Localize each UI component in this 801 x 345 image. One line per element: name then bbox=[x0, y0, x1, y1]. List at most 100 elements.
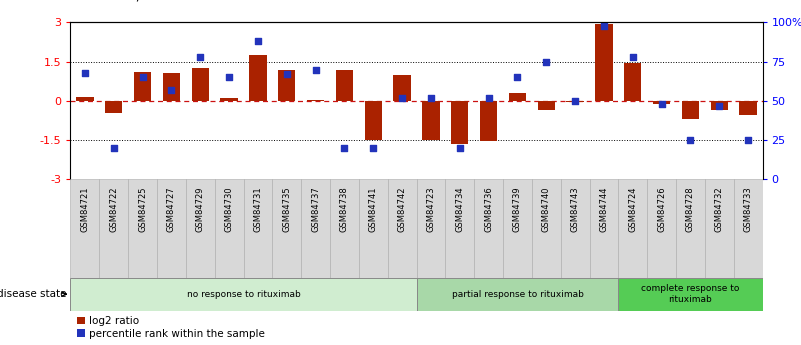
Bar bbox=[70, 179, 99, 278]
Point bbox=[78, 70, 91, 76]
Bar bbox=[417, 179, 445, 278]
Bar bbox=[244, 179, 272, 278]
Bar bbox=[595, 24, 613, 101]
Point bbox=[655, 101, 668, 107]
Point bbox=[367, 145, 380, 151]
Text: GSM84723: GSM84723 bbox=[426, 186, 436, 232]
Bar bbox=[537, 101, 555, 110]
Point bbox=[223, 75, 235, 80]
Text: GSM84738: GSM84738 bbox=[340, 186, 349, 232]
Bar bbox=[105, 101, 123, 113]
Bar bbox=[364, 101, 382, 140]
Text: GSM84739: GSM84739 bbox=[513, 186, 522, 232]
Point bbox=[626, 54, 639, 60]
Point bbox=[107, 145, 120, 151]
Point bbox=[396, 95, 409, 100]
Bar bbox=[278, 69, 296, 101]
Bar bbox=[566, 101, 584, 102]
Point bbox=[309, 67, 322, 72]
Text: GSM84722: GSM84722 bbox=[109, 186, 119, 232]
Bar bbox=[509, 93, 526, 101]
Text: GSM84734: GSM84734 bbox=[455, 186, 465, 232]
Bar bbox=[653, 101, 670, 104]
Bar bbox=[503, 179, 532, 278]
Bar bbox=[647, 179, 676, 278]
Text: no response to rituximab: no response to rituximab bbox=[187, 289, 300, 299]
Bar bbox=[422, 101, 440, 140]
Text: GSM84731: GSM84731 bbox=[253, 186, 263, 232]
Bar bbox=[99, 179, 128, 278]
Point bbox=[453, 145, 466, 151]
Bar bbox=[215, 179, 244, 278]
Bar bbox=[532, 179, 561, 278]
Point bbox=[684, 137, 697, 143]
Bar bbox=[220, 98, 238, 101]
Text: GSM84741: GSM84741 bbox=[368, 186, 378, 232]
Point bbox=[338, 145, 351, 151]
Bar bbox=[618, 278, 763, 310]
Bar bbox=[330, 179, 359, 278]
Point bbox=[252, 39, 264, 44]
Bar bbox=[739, 101, 757, 115]
Text: GSM84742: GSM84742 bbox=[397, 186, 407, 232]
Text: GSM84724: GSM84724 bbox=[628, 186, 638, 232]
Text: GSM84729: GSM84729 bbox=[195, 186, 205, 232]
Point bbox=[194, 54, 207, 60]
Bar bbox=[734, 179, 763, 278]
Bar bbox=[307, 100, 324, 101]
Bar bbox=[710, 101, 728, 110]
Point bbox=[598, 23, 610, 28]
Bar bbox=[624, 63, 642, 101]
Text: GSM84744: GSM84744 bbox=[599, 186, 609, 232]
Bar bbox=[417, 278, 618, 310]
Bar bbox=[445, 179, 474, 278]
Bar bbox=[676, 179, 705, 278]
Bar bbox=[359, 179, 388, 278]
Text: GSM84736: GSM84736 bbox=[484, 186, 493, 232]
Bar bbox=[590, 179, 618, 278]
Point bbox=[425, 95, 437, 100]
Bar bbox=[134, 72, 151, 101]
Point bbox=[482, 95, 495, 100]
Bar bbox=[618, 179, 647, 278]
Text: disease state: disease state bbox=[0, 289, 66, 299]
Text: GSM84733: GSM84733 bbox=[743, 186, 753, 232]
Bar bbox=[393, 75, 411, 101]
Bar bbox=[128, 179, 157, 278]
Bar bbox=[76, 97, 94, 101]
Text: GSM84732: GSM84732 bbox=[714, 186, 724, 232]
Point bbox=[569, 98, 582, 104]
Text: GSM84735: GSM84735 bbox=[282, 186, 292, 232]
Text: GSM84721: GSM84721 bbox=[80, 186, 90, 232]
Bar bbox=[157, 179, 186, 278]
Point bbox=[165, 87, 178, 93]
Point bbox=[280, 71, 293, 77]
Text: partial response to rituximab: partial response to rituximab bbox=[452, 289, 583, 299]
Text: GSM84737: GSM84737 bbox=[311, 186, 320, 232]
Text: complete response to
rituximab: complete response to rituximab bbox=[642, 284, 739, 304]
Text: GSM84740: GSM84740 bbox=[541, 186, 551, 232]
Bar bbox=[480, 101, 497, 141]
Point bbox=[136, 75, 149, 80]
Text: GSM84726: GSM84726 bbox=[657, 186, 666, 232]
Point bbox=[742, 137, 755, 143]
Text: GSM84727: GSM84727 bbox=[167, 186, 176, 232]
Text: GDS1839 / 19957: GDS1839 / 19957 bbox=[70, 0, 188, 2]
Text: GSM84728: GSM84728 bbox=[686, 186, 695, 232]
Text: GSM84743: GSM84743 bbox=[570, 186, 580, 232]
Bar bbox=[163, 73, 180, 101]
Bar bbox=[682, 101, 699, 119]
Bar bbox=[561, 179, 590, 278]
Bar bbox=[705, 179, 734, 278]
Bar bbox=[474, 179, 503, 278]
Bar bbox=[191, 68, 209, 101]
Bar bbox=[451, 101, 469, 144]
Bar bbox=[70, 278, 417, 310]
Legend: log2 ratio, percentile rank within the sample: log2 ratio, percentile rank within the s… bbox=[76, 315, 266, 340]
Bar bbox=[186, 179, 215, 278]
Bar bbox=[336, 69, 353, 101]
Point bbox=[713, 103, 726, 108]
Bar bbox=[301, 179, 330, 278]
Text: GSM84730: GSM84730 bbox=[224, 186, 234, 232]
Bar bbox=[388, 179, 417, 278]
